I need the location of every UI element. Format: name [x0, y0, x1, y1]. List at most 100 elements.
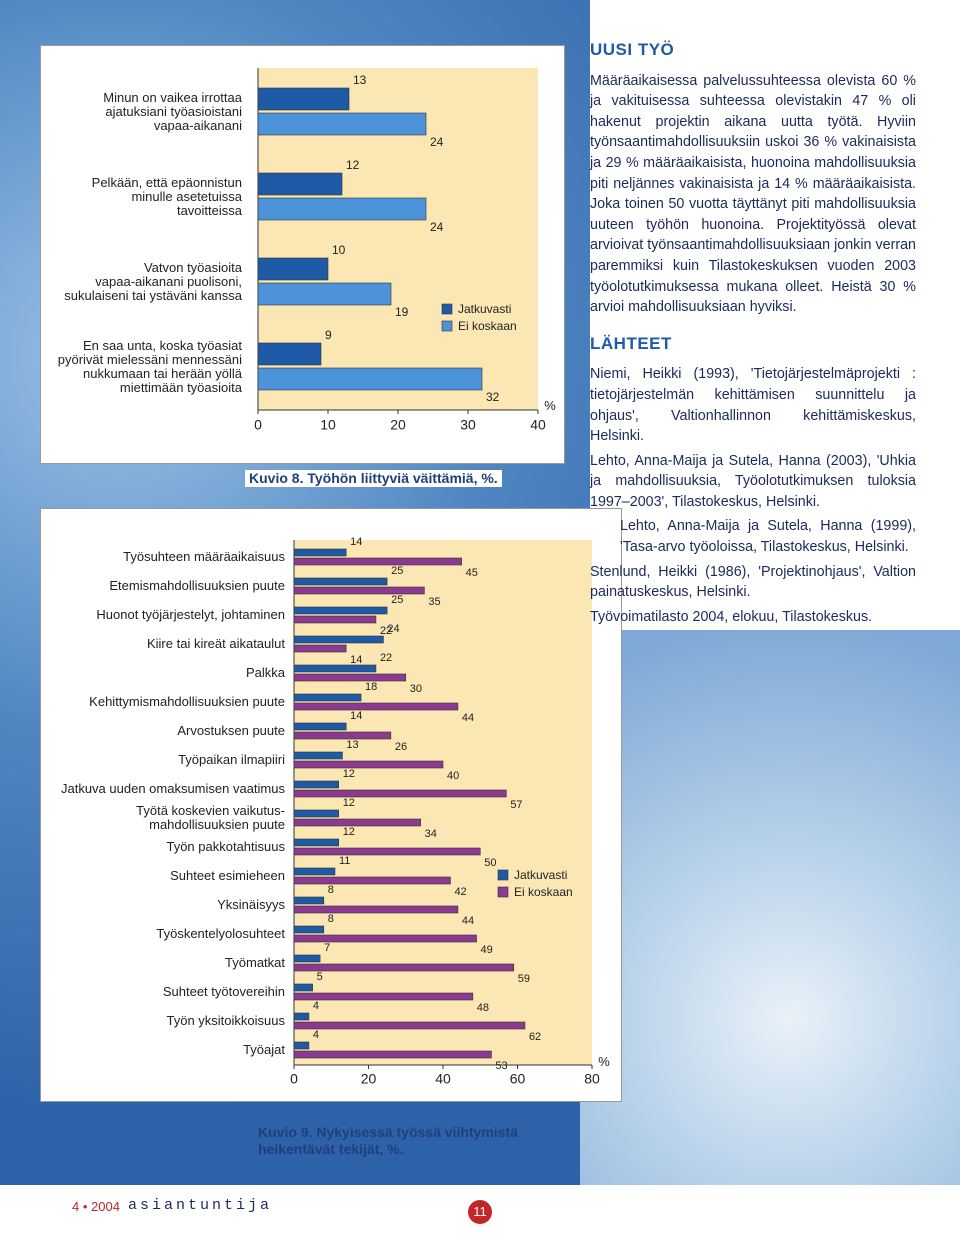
value-label: 14: [350, 536, 362, 548]
category-label: Työtä koskevien vaikutus- mahdollisuuksi…: [136, 803, 285, 832]
unit-label: %: [598, 1054, 610, 1069]
x-tick-label: 40: [435, 1071, 451, 1087]
value-label: 4: [313, 1000, 319, 1012]
bar: [293, 548, 347, 557]
bar: [293, 809, 340, 818]
legend-label: Jatkuvasti: [458, 302, 511, 316]
bar: [257, 112, 427, 136]
bar: [257, 197, 427, 221]
value-label: 8: [328, 913, 334, 925]
value-label: 40: [447, 770, 459, 782]
source: Lehto, Anna-Maija ja Sutela, Hanna (2003…: [590, 452, 916, 510]
value-label: 14: [350, 710, 362, 722]
legend-label: Ei koskaan: [458, 319, 517, 333]
x-tick-label: 30: [460, 417, 476, 433]
x-tick-label: 10: [320, 417, 336, 433]
magazine-name: asiantuntija: [128, 1197, 273, 1214]
legend-label: Ei koskaan: [514, 885, 573, 899]
background-photo: [580, 630, 960, 1185]
category-label: En saa unta, koska työasiat pyörivät mie…: [57, 338, 242, 395]
x-tick-label: 60: [510, 1071, 526, 1087]
legend-swatch: [497, 886, 509, 898]
bar: [257, 342, 322, 366]
legend-swatch: [497, 869, 509, 881]
category-label: Suhteet työtovereihin: [162, 984, 285, 999]
x-tick-label: 0: [254, 417, 262, 433]
bar: [293, 838, 340, 847]
value-label: 19: [395, 305, 409, 319]
value-label: 42: [454, 886, 466, 898]
value-label: 44: [462, 712, 474, 724]
value-label: 57: [510, 799, 522, 811]
heading: UUSI TYÖ: [590, 40, 675, 59]
bar: [293, 731, 392, 740]
legend-swatch: [441, 320, 453, 332]
plot-area: [294, 540, 592, 1065]
bar: [293, 722, 347, 731]
source: Stenlund, Heikki (1986), 'Projektinohjau…: [590, 563, 916, 601]
value-label: 13: [346, 739, 358, 751]
value-label: 24: [387, 623, 399, 635]
value-label: 32: [486, 390, 500, 404]
category-label: Työajat: [243, 1042, 285, 1057]
value-label: 26: [395, 741, 407, 753]
value-label: 14: [350, 654, 362, 666]
value-label: 5: [317, 971, 323, 983]
value-label: 18: [365, 681, 377, 693]
value-label: 53: [495, 1060, 507, 1072]
value-label: 48: [477, 1002, 489, 1014]
value-label: 12: [346, 158, 360, 172]
category-label: Työskentelyolosuhteet: [156, 926, 285, 941]
bar: [293, 905, 459, 914]
x-tick-label: 80: [584, 1071, 600, 1087]
value-label: 59: [518, 973, 530, 985]
source: Lehto, Anna-Maija ja Sutela, Hanna (1999…: [620, 518, 916, 556]
value-label: 11: [339, 855, 350, 867]
category-label: Yksinäisyys: [217, 897, 285, 912]
text-column: UUSI TYÖ Määräaikaisessa palvelussuhtees…: [590, 40, 916, 631]
bar: [293, 934, 477, 943]
x-tick-label: 20: [390, 417, 406, 433]
value-label: 62: [529, 1031, 541, 1043]
bar: [293, 1050, 492, 1059]
bar: [293, 606, 388, 615]
bar: [293, 635, 384, 644]
bar: [293, 577, 388, 586]
category-label: Kiire tai kireät aikataulut: [146, 636, 285, 651]
value-label: 45: [466, 567, 478, 579]
x-tick-label: 40: [530, 417, 546, 433]
value-label: 10: [332, 243, 346, 257]
bar: [293, 876, 451, 885]
bar: [293, 1021, 526, 1030]
category-label: Vatvon työasioita vapaa-aikanani puoliso…: [64, 260, 242, 303]
bar: [293, 751, 343, 760]
category-label: Arvostuksen puute: [177, 723, 285, 738]
value-label: 24: [430, 220, 444, 234]
value-label: 4: [313, 1029, 319, 1041]
bar: [293, 954, 321, 963]
bar: [293, 615, 377, 624]
value-label: 7: [324, 942, 330, 954]
category-label: Jatkuva uuden omaksumisen vaatimus: [60, 781, 285, 796]
x-tick-label: 0: [290, 1071, 298, 1087]
value-label: 34: [425, 828, 437, 840]
category-label: Työn pakkotahtisuus: [166, 839, 285, 854]
category-label: Palkka: [245, 665, 285, 680]
page-number: 11: [468, 1200, 492, 1224]
value-label: 8: [328, 884, 334, 896]
bar: [293, 1041, 310, 1050]
bar: [293, 673, 407, 682]
bar: [293, 557, 462, 566]
value-label: 50: [484, 857, 496, 869]
value-label: 22: [380, 625, 392, 637]
value-label: 12: [343, 768, 355, 780]
category-label: Suhteet esimieheen: [170, 868, 285, 883]
value-label: 22: [380, 652, 392, 664]
bar: [293, 896, 325, 905]
category-label: Etemismahdollisuuksien puute: [109, 578, 285, 593]
bar: [293, 1012, 310, 1021]
category-label: Työsuhteen määräaikaisuus: [123, 549, 285, 564]
legend-swatch: [441, 303, 453, 315]
heading: LÄHTEET: [590, 333, 672, 353]
